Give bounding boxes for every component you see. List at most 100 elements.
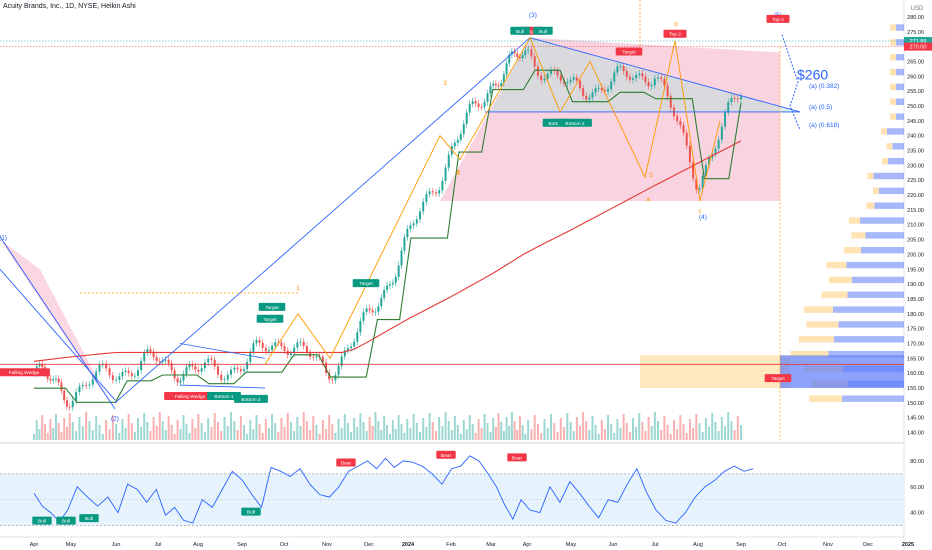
volume-profile-bar	[861, 247, 904, 254]
candle	[368, 308, 371, 311]
candle	[350, 346, 353, 349]
volume-bar	[325, 429, 328, 440]
candle	[88, 384, 91, 386]
volume-bar	[302, 412, 305, 440]
candle	[337, 365, 340, 376]
pattern-badge	[436, 450, 456, 459]
candle	[207, 358, 210, 363]
candle	[695, 178, 698, 190]
volume-bar	[724, 426, 727, 440]
candle	[409, 225, 412, 229]
candle	[431, 191, 434, 193]
candle	[550, 69, 553, 74]
candle	[546, 73, 549, 79]
volume-profile-bar	[842, 395, 904, 402]
volume-bar	[286, 413, 289, 440]
candle	[158, 361, 161, 362]
volume-bar	[613, 433, 616, 440]
candle	[340, 356, 343, 366]
volume-bar	[359, 413, 362, 440]
x-tick-label: Aug	[193, 542, 203, 548]
rsi-y-tick-label: 60.00	[910, 485, 924, 491]
volume-bar	[600, 420, 603, 440]
volume-bar	[585, 421, 588, 440]
volume-bar	[444, 412, 447, 440]
candle	[299, 341, 302, 343]
volume-bar	[692, 428, 695, 440]
volume-bar	[188, 433, 191, 440]
volume-bar	[108, 429, 111, 440]
volume-bar	[203, 432, 206, 440]
candle	[239, 369, 242, 372]
volume-bar	[321, 420, 324, 440]
volume-bar	[425, 427, 428, 440]
volume-bar	[653, 412, 656, 440]
x-tick-label: Jun	[112, 542, 121, 548]
candle	[434, 192, 437, 194]
candle	[249, 351, 252, 362]
rsi-y-tick-label: 40.00	[910, 511, 924, 517]
volume-bar	[258, 424, 261, 440]
candle	[380, 297, 383, 307]
candle	[223, 379, 226, 381]
volume-bar	[468, 415, 471, 440]
volume-bar	[459, 434, 462, 440]
pattern-badge	[56, 516, 76, 525]
volume-bar	[71, 422, 74, 440]
pattern-badge	[510, 26, 530, 35]
volume-profile-bar	[790, 350, 829, 358]
volume-bar	[527, 420, 530, 440]
candle	[657, 77, 660, 79]
volume-profile-bar	[866, 202, 875, 209]
volume-bar	[688, 419, 691, 440]
candle	[220, 374, 223, 380]
candle	[356, 332, 359, 342]
candle	[524, 50, 527, 56]
candle	[572, 77, 575, 80]
pattern-badge-label: Bear	[512, 455, 523, 461]
volume-bar	[264, 419, 267, 440]
volume-bar	[720, 417, 723, 440]
candle	[736, 98, 739, 100]
candle	[312, 356, 315, 358]
candle	[331, 379, 334, 381]
volume-bar	[563, 427, 566, 440]
candle	[676, 116, 679, 122]
candle	[533, 56, 536, 67]
candle	[185, 367, 188, 374]
volume-profile-bar	[896, 68, 904, 76]
pattern-badge	[615, 47, 643, 56]
volume-bar	[91, 430, 94, 440]
candle	[575, 77, 578, 81]
triangle-zone	[490, 37, 800, 112]
volume-profile-bar	[848, 217, 860, 224]
y-tick-label: 210.00	[907, 223, 924, 229]
volume-bar	[524, 434, 527, 440]
volume-bar	[200, 423, 203, 440]
candle	[95, 371, 98, 380]
candle	[456, 139, 459, 143]
volume-bar	[453, 416, 456, 440]
volume-bar	[679, 415, 682, 440]
volume-bar	[337, 419, 340, 440]
candle	[540, 75, 543, 81]
pattern-badge-label: Target	[622, 50, 636, 56]
volume-bar	[582, 412, 585, 440]
candle	[230, 369, 233, 375]
volume-bar	[41, 415, 44, 440]
volume-bar	[255, 415, 258, 440]
candle	[236, 367, 239, 370]
y-tick-label: 280.00	[907, 15, 924, 21]
volume-profile-bar	[873, 172, 904, 180]
volume-profile-bar	[843, 247, 861, 254]
volume-bar	[607, 415, 610, 440]
volume-bar	[346, 423, 349, 440]
candle	[321, 356, 324, 363]
candle	[415, 219, 418, 224]
volume-bar	[161, 421, 164, 440]
volume-bar	[328, 415, 331, 440]
candle	[650, 85, 653, 87]
volume-bar	[591, 416, 594, 440]
volume-bar	[403, 433, 406, 440]
